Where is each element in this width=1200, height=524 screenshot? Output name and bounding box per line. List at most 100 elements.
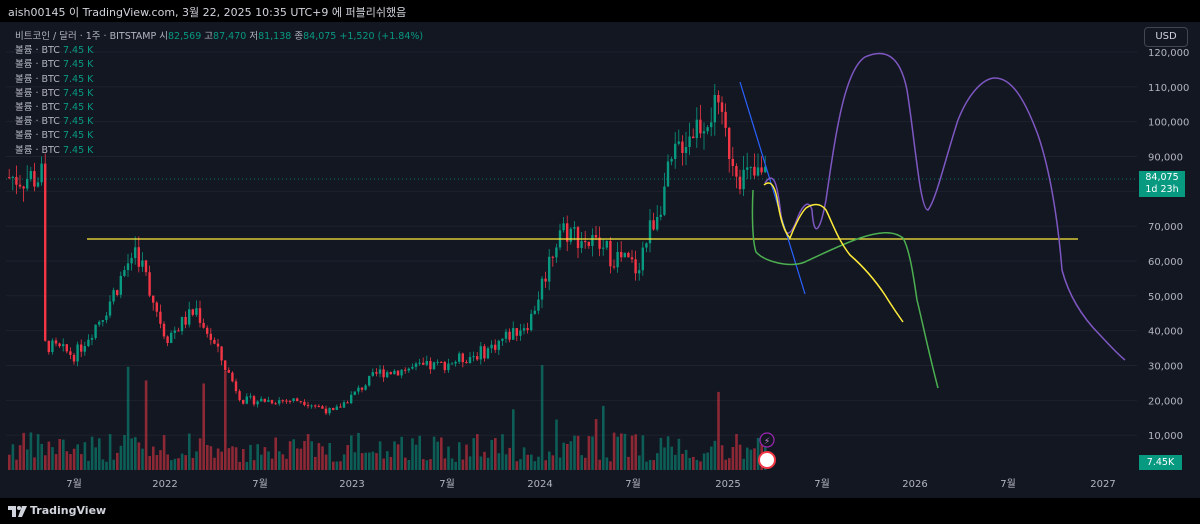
candle-body [281, 400, 284, 402]
candle-body [566, 223, 569, 242]
volume-bar [569, 441, 573, 470]
candle-body [738, 176, 742, 190]
volume-bar [432, 436, 436, 470]
candle-body [692, 136, 695, 139]
candle-body [497, 340, 500, 350]
candle-body [450, 363, 454, 365]
volume-bar [76, 444, 79, 470]
volume-bar [220, 451, 223, 470]
volume-bar [47, 441, 51, 470]
volume-bar [566, 443, 569, 470]
candle-body [393, 370, 396, 375]
volume-bar [148, 455, 151, 470]
volume-bar [256, 444, 259, 470]
candle-body [490, 344, 493, 349]
candle-body [18, 184, 22, 187]
volume-bar [548, 451, 551, 470]
candle-body [620, 251, 623, 258]
volume-bar [418, 435, 421, 470]
candle-body [285, 400, 288, 402]
volume-bar [533, 461, 537, 470]
candle-body [270, 400, 274, 404]
candle-body [605, 240, 608, 248]
candle-body [134, 247, 137, 259]
candle-body [551, 256, 554, 258]
purple-projection-path [764, 52, 1126, 361]
volume-legend-row[interactable]: 볼륨 · BTC 7.45 K [15, 44, 423, 58]
volume-bar [702, 453, 706, 470]
candle-body [296, 398, 299, 402]
candle-body [731, 158, 734, 167]
volume-bar [166, 454, 169, 470]
volume-bar [742, 458, 745, 470]
candle-body [65, 344, 68, 352]
candle-body [749, 166, 752, 168]
volume-bar [342, 454, 346, 470]
candle-body [332, 407, 335, 411]
volume-bar [623, 433, 627, 470]
candle-body [155, 302, 158, 312]
volume-bar [436, 441, 439, 470]
volume-bar [36, 434, 40, 470]
candle-body [584, 241, 587, 243]
volume-bar [101, 459, 105, 470]
volume-legend-row[interactable]: 볼륨 · BTC 7.45 K [15, 73, 423, 87]
candle-body [162, 323, 166, 337]
volume-bar [627, 456, 630, 470]
candle-body [137, 247, 140, 267]
volume-bar [364, 452, 367, 470]
volume-bar [335, 461, 339, 470]
volume-legend-row[interactable]: 볼륨 · BTC 7.45 K [15, 87, 423, 101]
yellow-projection-path [763, 182, 904, 323]
volume-bar [288, 441, 292, 470]
volume-label: 볼륨 · BTC [15, 101, 60, 113]
candle-body [414, 363, 418, 367]
volume-bar [332, 461, 335, 470]
candle-body [429, 361, 432, 370]
volume-legend-row[interactable]: 볼륨 · BTC 7.45 K [15, 129, 423, 143]
volume-bar [605, 457, 609, 470]
volume-value: 7.45 K [62, 130, 94, 142]
candle-body [58, 343, 61, 347]
volume-bar [652, 460, 655, 470]
candle-body [702, 131, 706, 134]
volume-bar [80, 454, 83, 470]
volume-legend-row[interactable]: 볼륨 · BTC 7.45 K [15, 58, 423, 72]
candle-body [720, 102, 724, 112]
candle-body [425, 361, 428, 365]
volume-bar [227, 448, 231, 470]
volume-bar [382, 458, 385, 470]
volume-legend-row[interactable]: 볼륨 · BTC 7.45 K [15, 144, 423, 158]
volume-bar [328, 442, 331, 470]
volume-label: 볼륨 · BTC [15, 116, 60, 128]
candle-body [76, 344, 79, 362]
volume-bar [699, 461, 702, 470]
volume-legend-row[interactable]: 볼륨 · BTC 7.45 K [15, 101, 423, 115]
candle-body [22, 186, 25, 189]
volume-value: 7.45 K [62, 59, 94, 71]
candle-body [105, 315, 108, 321]
symbol-line[interactable]: 비트코인 / 달러 · 1주 · BITSTAMP 시82,569 고87,47… [15, 31, 424, 42]
price-axis-label: 110,000 [1148, 83, 1189, 94]
volume-bar [144, 380, 148, 470]
candle-body [670, 158, 673, 162]
candle-body [177, 330, 180, 332]
high-value: 87,470 [213, 31, 247, 42]
candle-body [202, 322, 205, 328]
volume-legend-row[interactable]: 볼륨 · BTC 7.45 K [15, 115, 423, 129]
candle-body [717, 94, 720, 103]
volume-bar [461, 459, 465, 470]
candle-body [36, 182, 40, 187]
volume-bar [249, 444, 252, 470]
candle-body [418, 362, 421, 364]
candle-body [404, 369, 407, 371]
time-axis-label: 7월 [66, 478, 82, 490]
volume-bar [22, 432, 25, 470]
volume-bar [584, 457, 587, 470]
volume-bar [40, 443, 43, 470]
volume-bar [519, 459, 522, 470]
currency-button[interactable]: USD [1144, 27, 1188, 47]
candle-body [512, 328, 515, 340]
candle-body [8, 177, 11, 179]
